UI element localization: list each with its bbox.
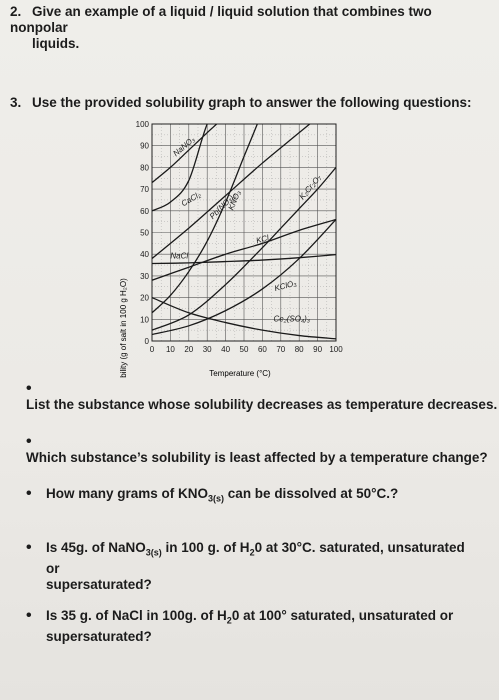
y-tick-label: 60: [140, 207, 149, 216]
question-2: 2. Give an example of a liquid / liquid s…: [10, 4, 480, 52]
curve-8: [152, 296, 336, 340]
bullet-4-sub: 3(s): [145, 547, 162, 558]
x-tick-label: 10: [166, 345, 175, 354]
bullet-3-post: can be dissolved at 50°C.?: [224, 486, 399, 501]
bullet-2-text: Which substance’s solubility is least af…: [26, 450, 488, 465]
solubility-chart: 0 10 20 30 40 50 60 70 80 90 100 0 10 20 30 40 50 60 70 80 9…: [119, 120, 344, 378]
curve-1: [152, 124, 208, 212]
bullet-5-pre: Is 35 g. of NaCl in 100g. of H: [46, 608, 227, 623]
question-3-text: Use the provided solubility graph to ans…: [32, 95, 472, 110]
bullet-4-pre: Is 45g. of NaNO: [46, 540, 146, 555]
curve-0: [152, 124, 218, 184]
bullet-4-post: 0 at 30°C. saturated, unsaturated or: [46, 540, 465, 576]
bullet-1-text: List the substance whose solubility decr…: [26, 397, 498, 412]
bullet-5-line2: supersaturated?: [46, 628, 152, 644]
x-tick-label: 80: [295, 345, 304, 354]
series-label-6: NaCl: [170, 252, 188, 261]
y-tick-label: 30: [140, 272, 149, 281]
curve-3: [152, 124, 259, 314]
curve-6: [152, 253, 336, 265]
chart-tick-labels: 0 10 20 30 40 50 60 70 80 90 100 0 10 20 30 40 50 60 70 80 9…: [136, 120, 344, 354]
bullet-5-post: 0 at 100° saturated, unsaturated or: [231, 608, 454, 623]
bullet-question-5: • Is 35 g. of NaCl in 100g. of H20 at 100…: [26, 608, 486, 645]
series-label-5: KCl: [255, 233, 270, 245]
y-tick-label: 100: [136, 120, 150, 129]
curve-7: [152, 219, 336, 336]
y-tick-label: 90: [140, 142, 149, 151]
bullet-question-2: •Which substance’s solubility is least a…: [26, 434, 499, 466]
question-2-text-line1: Give an example of a liquid / liquid sol…: [10, 4, 432, 35]
bullet-3-text: How many grams of KNO3(s) can be dissolv…: [46, 486, 398, 507]
x-tick-label: 0: [150, 345, 155, 354]
curve-2: [152, 124, 311, 260]
bullet-dot: •: [26, 433, 32, 450]
y-tick-label: 0: [145, 337, 150, 346]
bullet-dot: •: [26, 380, 32, 397]
bullet-dot: •: [26, 539, 32, 556]
bullet-4-line2: supersaturated?: [46, 576, 152, 592]
plot-frame: [151, 123, 337, 342]
y-axis-label: Solubility (g of salt in 100 g H₂O): [119, 278, 128, 378]
bullet-5-sub: 2: [226, 615, 232, 626]
question-3-number: 3.: [10, 95, 22, 110]
curve-4: [152, 166, 336, 331]
question-2-text-line2: liquids.: [32, 36, 80, 51]
question-3: 3. Use the provided solubility graph to a…: [10, 95, 472, 111]
x-tick-label: 30: [203, 345, 212, 354]
series-label-1: CaCl₂: [180, 190, 203, 208]
series-label-7: KClO₃: [273, 279, 297, 293]
y-tick-label: 80: [140, 163, 149, 172]
x-tick-label: 50: [240, 345, 249, 354]
bullet-5-text: Is 35 g. of NaCl in 100g. of H20 at 100°…: [46, 608, 476, 645]
bullet-3-pre: How many grams of KNO: [46, 486, 209, 501]
bullet-4-sub2: 2: [249, 547, 255, 558]
chart-curves: [152, 124, 336, 340]
x-tick-label: 20: [184, 345, 193, 354]
x-tick-label: 60: [258, 345, 267, 354]
bullet-question-1: •List the substance whose solubility dec…: [26, 381, 499, 413]
x-tick-label: 90: [313, 345, 322, 354]
y-tick-label: 50: [140, 229, 149, 238]
bullet-dot: •: [26, 607, 32, 624]
curve-5: [152, 218, 336, 281]
chart-grid: [151, 123, 337, 342]
bullet-question-4: • Is 45g. of NaNO3(s) in 100 g. of H20 at…: [26, 540, 486, 593]
bullet-3-sub: 3(s): [208, 493, 225, 504]
x-axis-label: Temperature (°C): [209, 369, 271, 378]
y-tick-label: 10: [140, 315, 149, 324]
question-2-number: 2.: [10, 4, 22, 19]
bullet-question-3: • How many grams of KNO3(s) can be dissol…: [26, 486, 398, 507]
x-tick-label: 70: [276, 345, 285, 354]
bullet-dot: •: [26, 485, 32, 502]
y-tick-label: 20: [140, 294, 149, 303]
x-tick-label: 40: [221, 345, 230, 354]
series-label-8: Ce₂(SO₄)₃: [273, 314, 310, 323]
bullet-4-text: Is 45g. of NaNO3(s) in 100 g. of H20 at …: [46, 540, 476, 593]
x-tick-label: 100: [329, 345, 343, 354]
y-tick-label: 40: [140, 250, 149, 259]
y-tick-label: 70: [140, 185, 149, 194]
bullet-4-mid: in 100 g. of H: [161, 540, 250, 555]
